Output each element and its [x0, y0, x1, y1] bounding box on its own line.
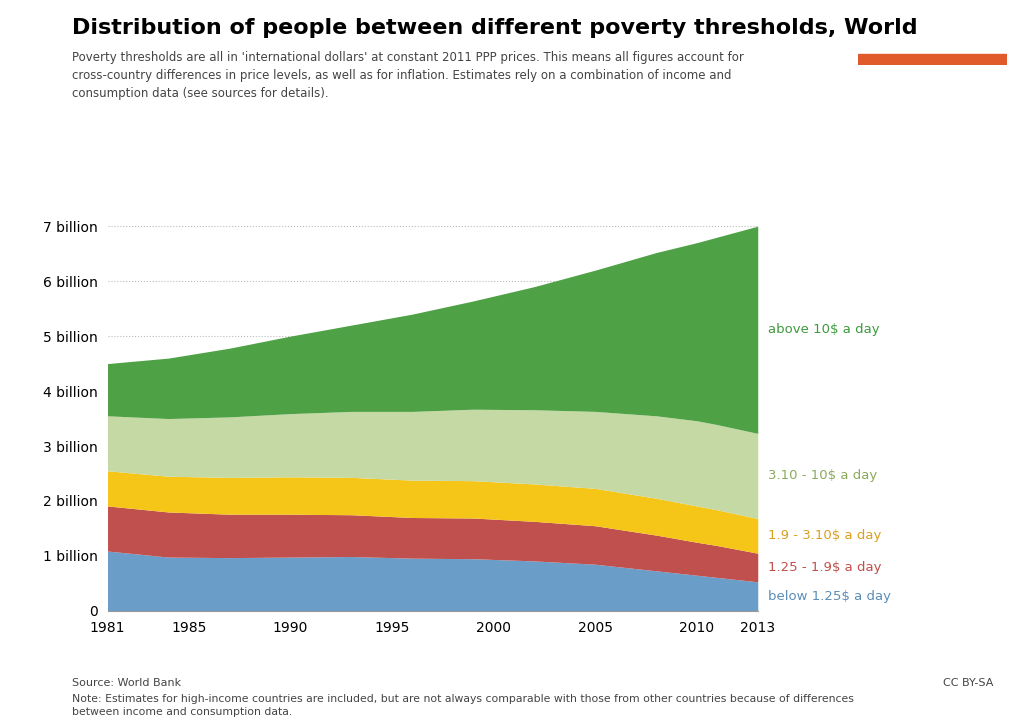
Text: above 10$ a day: above 10$ a day [768, 323, 880, 336]
Text: 1.25 - 1.9$ a day: 1.25 - 1.9$ a day [768, 561, 882, 574]
Text: 3.10 - 10$ a day: 3.10 - 10$ a day [768, 469, 878, 482]
Text: in Data: in Data [907, 35, 957, 48]
Text: Our World: Our World [897, 19, 968, 32]
Text: below 1.25$ a day: below 1.25$ a day [768, 590, 891, 603]
Text: 1.9 - 3.10$ a day: 1.9 - 3.10$ a day [768, 529, 882, 542]
Text: Source: World Bank: Source: World Bank [72, 678, 181, 688]
Bar [858, 54, 1007, 65]
Text: Note: Estimates for high-income countries are included, but are not always compa: Note: Estimates for high-income countrie… [72, 694, 854, 717]
Text: CC BY-SA: CC BY-SA [943, 678, 993, 688]
Text: Poverty thresholds are all in 'international dollars' at constant 2011 PPP price: Poverty thresholds are all in 'internati… [72, 51, 743, 100]
Text: Distribution of people between different poverty thresholds, World: Distribution of people between different… [72, 18, 918, 38]
